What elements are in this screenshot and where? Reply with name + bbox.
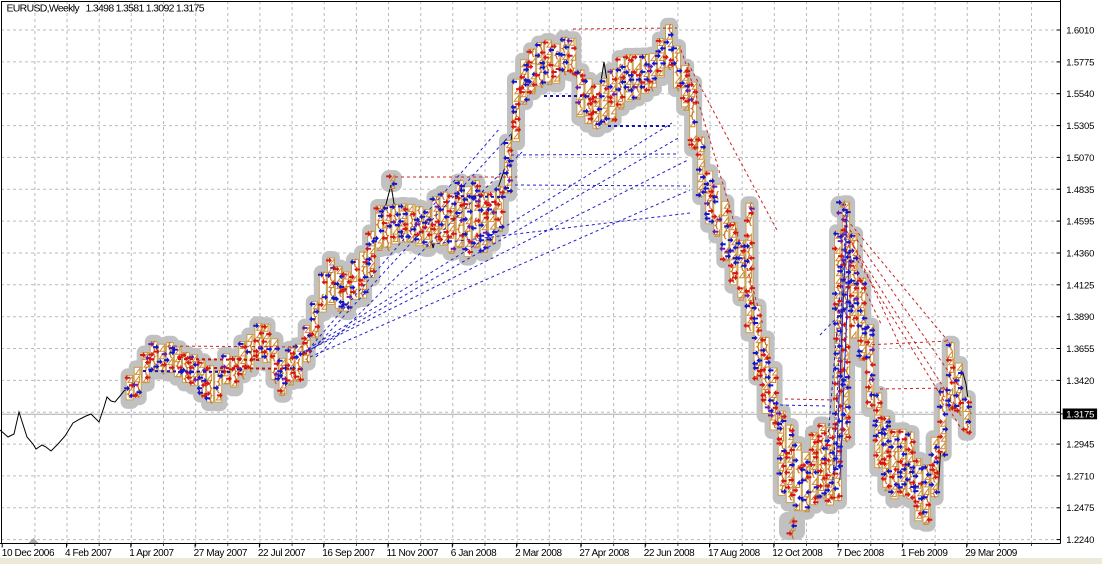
svg-text:1.5070: 1.5070 [1066,153,1094,164]
svg-text:27 Apr 2008: 27 Apr 2008 [579,548,629,559]
svg-text:1.2475: 1.2475 [1066,503,1094,514]
svg-text:27 May 2007: 27 May 2007 [194,548,248,559]
svg-text:11 Nov 2007: 11 Nov 2007 [387,548,439,559]
svg-text:22 Jun 2008: 22 Jun 2008 [644,548,695,559]
svg-text:29 Mar 2009: 29 Mar 2009 [965,548,1018,559]
svg-text:1.3655: 1.3655 [1066,344,1094,355]
svg-text:1.2710: 1.2710 [1066,471,1094,482]
svg-text:1.3890: 1.3890 [1066,312,1094,323]
svg-text:17 Aug 2008: 17 Aug 2008 [708,548,761,559]
svg-text:EURUSD,Weekly 1.3498 1.3581: EURUSD,Weekly 1.3498 1.3581 1.3092 1.317… [7,3,205,15]
svg-text:16 Sep 2007: 16 Sep 2007 [322,548,375,559]
svg-text:1.2240: 1.2240 [1066,535,1094,546]
svg-text:12 Oct 2008: 12 Oct 2008 [772,548,823,559]
svg-text:1.6010: 1.6010 [1066,26,1094,37]
svg-text:1 Feb 2009: 1 Feb 2009 [901,548,948,559]
svg-text:1.4835: 1.4835 [1066,185,1094,196]
svg-text:1.3420: 1.3420 [1066,376,1094,387]
svg-text:1.4595: 1.4595 [1066,217,1094,228]
svg-text:1.5540: 1.5540 [1066,89,1094,100]
svg-text:6 Jan 2008: 6 Jan 2008 [451,548,497,559]
svg-text:1.5775: 1.5775 [1066,57,1094,68]
svg-text:1.3175: 1.3175 [1066,409,1094,420]
svg-text:2 Mar 2008: 2 Mar 2008 [515,548,562,559]
svg-text:7 Dec 2008: 7 Dec 2008 [837,548,885,559]
svg-text:22 Jul 2007: 22 Jul 2007 [258,548,306,559]
svg-text:1.4360: 1.4360 [1066,249,1094,260]
svg-text:4 Feb 2007: 4 Feb 2007 [65,548,112,559]
svg-text:1 Apr 2007: 1 Apr 2007 [129,548,174,559]
svg-text:10 Dec 2006: 10 Dec 2006 [2,548,55,559]
svg-text:1.5305: 1.5305 [1066,121,1094,132]
svg-text:1.4125: 1.4125 [1066,280,1094,291]
svg-text:1.2945: 1.2945 [1066,440,1094,451]
